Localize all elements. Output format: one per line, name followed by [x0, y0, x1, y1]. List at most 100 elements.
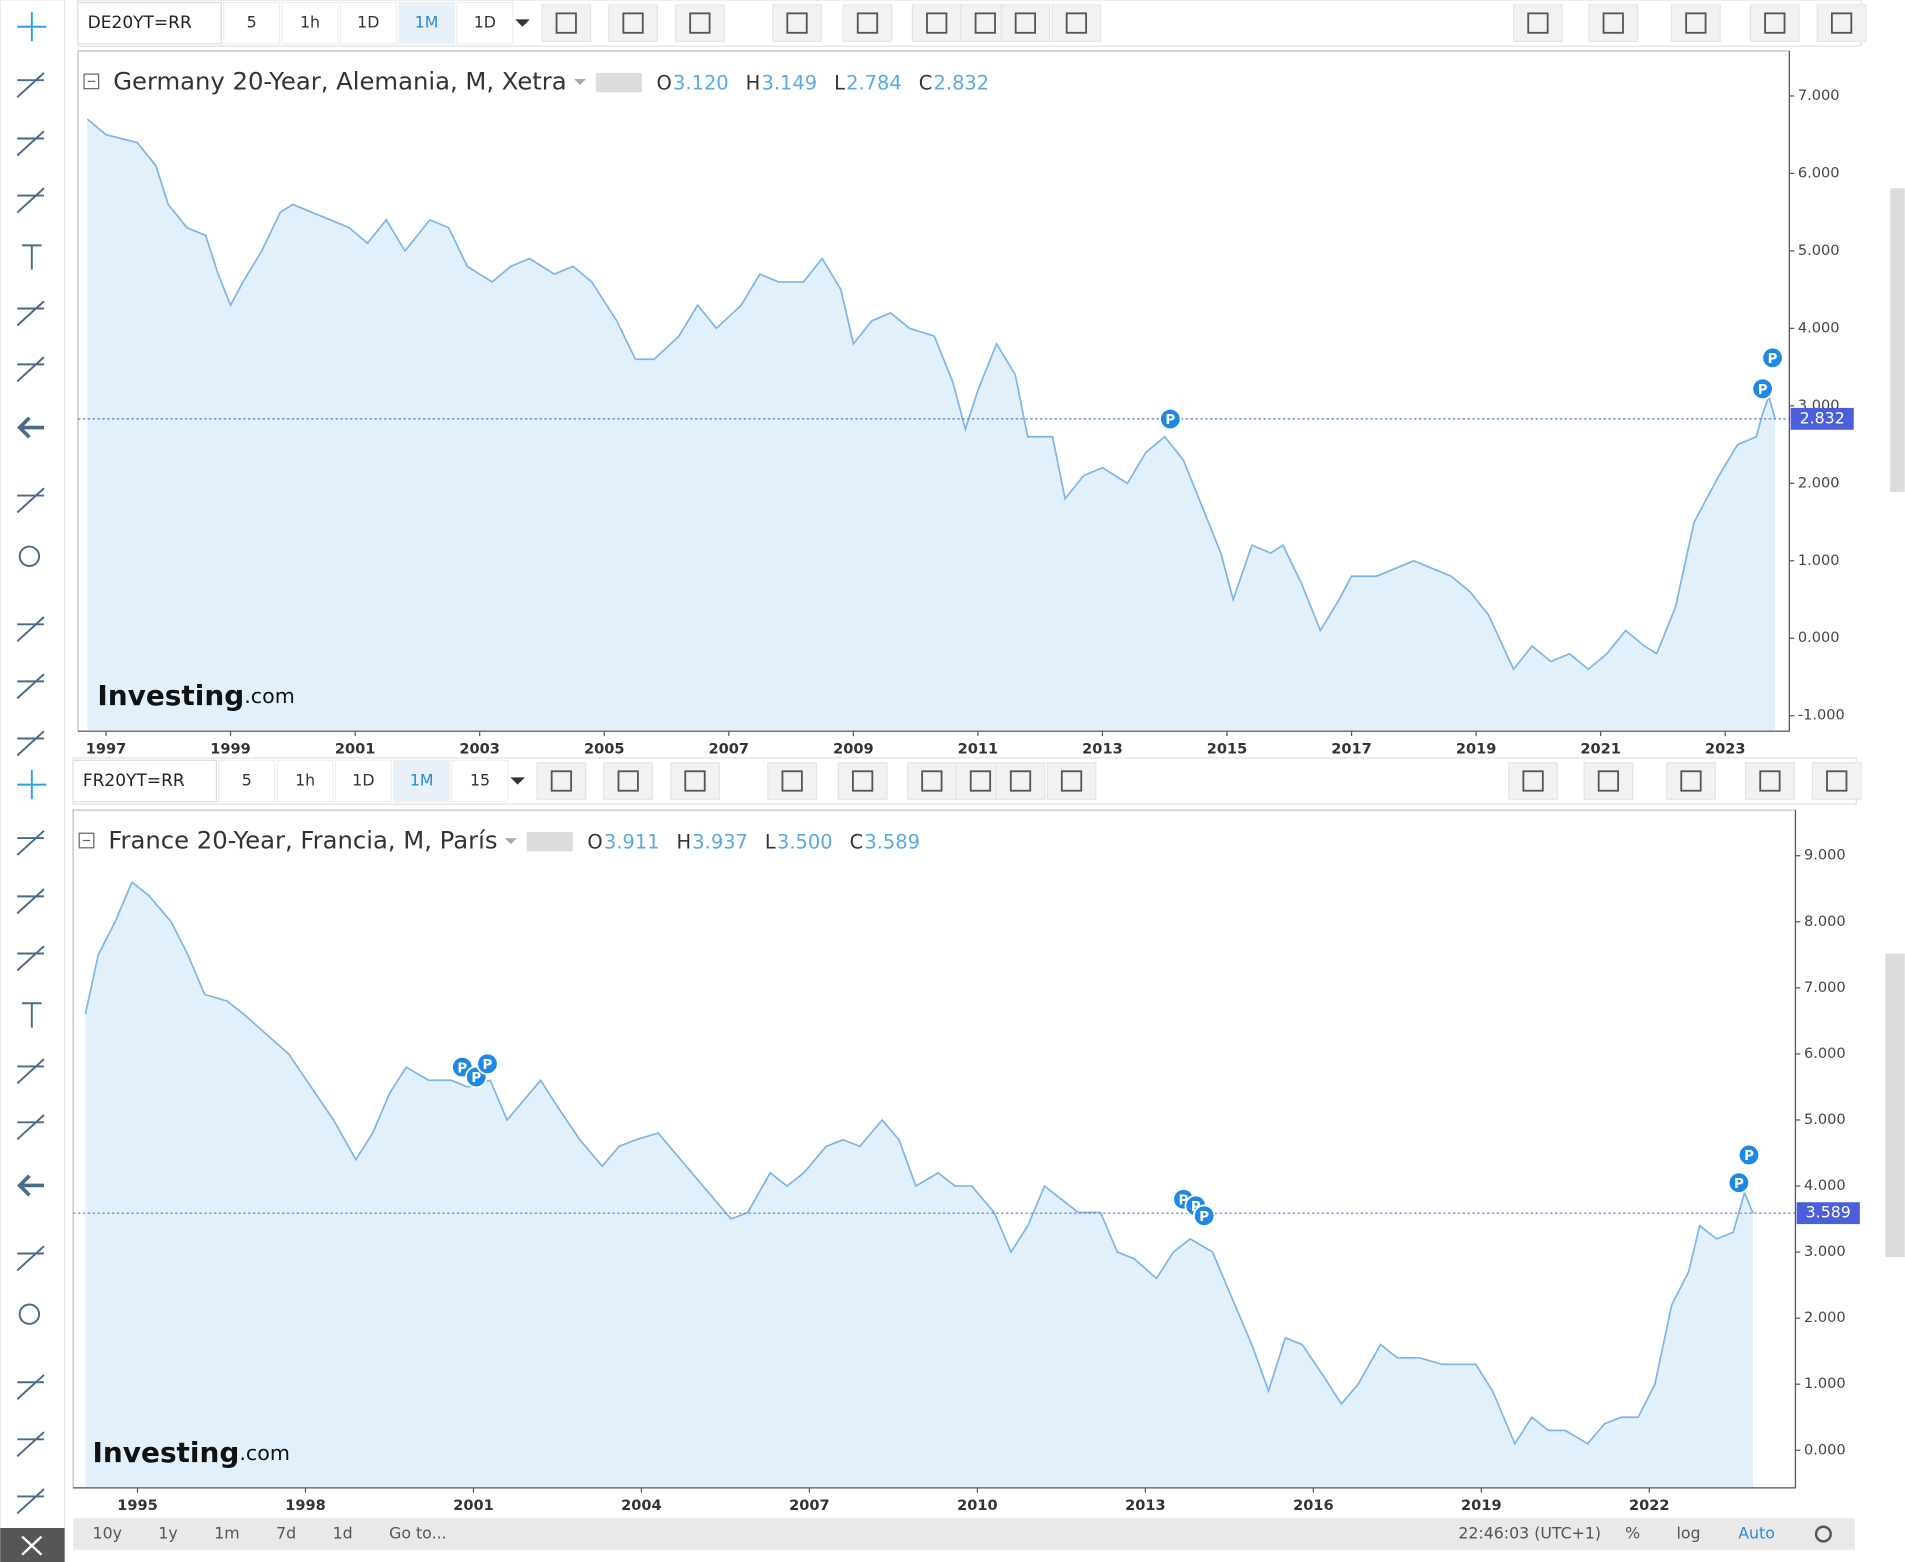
tool[interactable] [16, 300, 45, 327]
interval-button[interactable] [456, 1, 514, 45]
event-marker[interactable] [476, 1052, 499, 1076]
toolbar-button[interactable] [674, 4, 725, 42]
symbol-box[interactable] [72, 759, 218, 803]
interval-button[interactable] [334, 759, 392, 803]
tool[interactable] [16, 1058, 45, 1085]
text-tool[interactable] [22, 1002, 42, 1028]
zoom-tool[interactable] [18, 545, 41, 567]
toolbar-button[interactable] [1666, 762, 1716, 800]
toolbar-button[interactable] [1816, 4, 1867, 42]
toolbar-button[interactable] [842, 4, 893, 42]
interval-button[interactable] [281, 1, 339, 45]
interval-button[interactable] [393, 759, 451, 803]
tool[interactable] [16, 888, 45, 915]
toolbar-button[interactable] [536, 762, 587, 800]
ohlc-value: 3.911 [604, 830, 660, 853]
toolbar-button[interactable] [608, 4, 658, 42]
toolbar-button[interactable] [1583, 762, 1634, 800]
toolbar-button[interactable] [1670, 4, 1721, 42]
interval-button[interactable] [339, 1, 397, 45]
tool[interactable] [16, 1245, 45, 1272]
ohlc-value: 3.120 [673, 71, 729, 94]
toolbar-button[interactable] [1051, 4, 1102, 42]
back-tool[interactable] [17, 1174, 44, 1197]
interval-button[interactable] [451, 759, 509, 803]
tool[interactable] [16, 72, 45, 98]
legend-icons[interactable] [526, 832, 573, 852]
toolbar-button[interactable] [1811, 762, 1862, 800]
tool[interactable] [16, 1431, 45, 1458]
back-tool[interactable] [17, 416, 44, 439]
toolbar-button[interactable] [1000, 4, 1051, 42]
event-marker[interactable] [1761, 346, 1784, 370]
range-button[interactable]: 1m [214, 1524, 239, 1543]
dropdown[interactable] [510, 777, 525, 785]
interval-label: 1D [474, 13, 496, 32]
crosshair-tool[interactable] [17, 12, 47, 42]
toolbar-button[interactable] [1513, 4, 1563, 42]
toolbar-button[interactable] [1749, 4, 1800, 42]
zoom-tool[interactable] [18, 1303, 41, 1325]
tool[interactable] [16, 1488, 45, 1515]
toolbar-button[interactable] [772, 4, 822, 42]
toolbar-icon [684, 770, 706, 792]
legend-icons[interactable] [595, 72, 642, 93]
option-button[interactable]: % [1625, 1524, 1640, 1543]
last-price-box [1796, 1202, 1860, 1225]
title-dropdown[interactable] [504, 838, 517, 845]
interval-button[interactable] [276, 759, 334, 803]
tool[interactable] [16, 130, 45, 157]
event-marker-label: P [1758, 383, 1768, 398]
watermark-suffix: .com [244, 684, 295, 708]
text-tool[interactable] [22, 244, 42, 270]
toolbar-button[interactable] [906, 762, 957, 800]
toolbar-button[interactable] [911, 4, 962, 42]
event-marker[interactable] [1727, 1171, 1751, 1194]
symbol-box[interactable] [77, 1, 222, 45]
interval-button[interactable] [398, 1, 456, 45]
toolbar-button[interactable] [1588, 4, 1639, 42]
tool[interactable] [16, 730, 45, 757]
x-tick-label: 2022 [1629, 1497, 1670, 1514]
dropdown[interactable] [515, 19, 530, 27]
toolbar-button[interactable] [603, 762, 654, 800]
tool[interactable] [16, 616, 45, 643]
toolbar-icon [1680, 770, 1702, 792]
option-button[interactable]: Auto [1738, 1524, 1775, 1543]
range-button[interactable]: 7d [276, 1524, 296, 1543]
toolbar-button[interactable] [767, 762, 818, 800]
range-button[interactable]: 1y [158, 1524, 177, 1543]
toolbar-button[interactable] [670, 762, 720, 800]
interval-button[interactable] [218, 759, 276, 803]
tool[interactable] [16, 487, 45, 514]
toolbar-button[interactable] [837, 762, 888, 800]
event-marker-label: P [1744, 1149, 1754, 1164]
event-marker[interactable] [1737, 1143, 1761, 1167]
option-button[interactable]: log [1677, 1524, 1701, 1543]
tool[interactable] [16, 830, 45, 856]
x-tick-label: 2011 [958, 740, 999, 757]
settings-icon[interactable] [1814, 1525, 1832, 1543]
event-marker[interactable] [1159, 407, 1182, 431]
interval-button[interactable] [223, 1, 281, 45]
tool[interactable] [16, 1374, 45, 1400]
tool[interactable] [16, 1114, 45, 1141]
range-button[interactable]: Go to... [389, 1524, 447, 1543]
event-marker[interactable] [1751, 377, 1774, 401]
crosshair-tool[interactable] [17, 770, 47, 800]
tool[interactable] [16, 187, 45, 214]
interval-label: 1D [357, 13, 379, 32]
toolbar-button[interactable] [1745, 762, 1795, 800]
range-button[interactable]: 1d [333, 1524, 353, 1543]
event-marker[interactable] [1192, 1204, 1216, 1227]
toolbar-button[interactable] [995, 762, 1046, 800]
tool[interactable] [16, 945, 45, 972]
toolbar-icon [550, 770, 573, 792]
toolbar-button[interactable] [1508, 762, 1558, 800]
tool[interactable] [16, 673, 45, 700]
title-dropdown[interactable] [573, 78, 587, 86]
tool[interactable] [16, 356, 45, 383]
toolbar-button[interactable] [1046, 762, 1097, 800]
toolbar-button[interactable] [541, 4, 592, 42]
range-button[interactable]: 10y [93, 1524, 122, 1543]
